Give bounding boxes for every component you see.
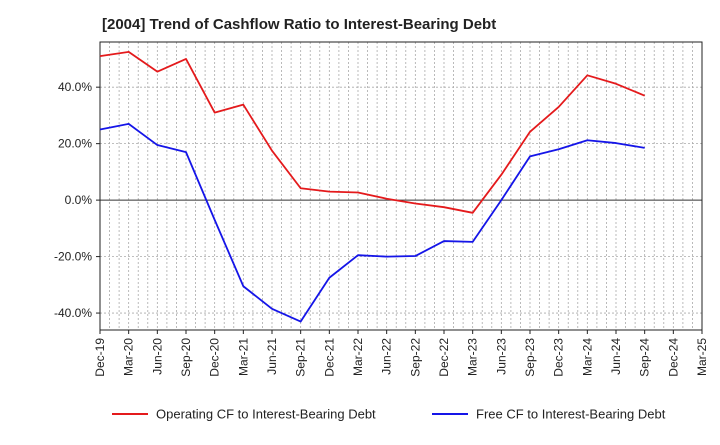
legend-label: Operating CF to Interest-Bearing Debt (156, 407, 376, 422)
x-tick-label: Sep-20 (179, 338, 193, 377)
x-tick-label: Mar-24 (580, 338, 594, 376)
series-line-free-cf (99, 122, 645, 323)
y-tick-label: -40.0% (54, 306, 92, 320)
x-tick-label: Mar-21 (236, 338, 250, 376)
plot-frame (99, 41, 703, 331)
x-tick-label: Dec-20 (208, 338, 222, 377)
series-layer (99, 50, 646, 323)
x-tick-label: Dec-22 (437, 338, 451, 377)
x-tick-label: Jun-21 (265, 338, 279, 375)
x-tick-label: Jun-23 (494, 338, 508, 375)
legend: Operating CF to Interest-Bearing Debt Fre… (112, 407, 666, 422)
axis-layer: Dec-19 Mar-20 Jun-20 Sep-20 Dec-20 Mar-21 Jun-… (54, 41, 709, 377)
y-tick-label: 0.0% (65, 193, 93, 207)
x-tick-label: Sep-24 (638, 338, 652, 377)
x-tick-label: Sep-23 (523, 338, 537, 377)
x-tick-label: Dec-21 (322, 338, 336, 377)
grid-layer (100, 42, 702, 330)
x-tick-label: Mar-25 (695, 338, 709, 376)
x-tick-label: Mar-23 (466, 338, 480, 376)
y-tick-label: 20.0% (58, 137, 92, 151)
x-tick-label: Mar-20 (122, 338, 136, 376)
x-tick-label: Jun-20 (150, 338, 164, 375)
legend-label: Free CF to Interest-Bearing Debt (476, 407, 666, 422)
x-tick-label: Jun-22 (380, 338, 394, 375)
x-tick-label: Mar-22 (351, 338, 365, 376)
x-tick-label: Sep-21 (294, 338, 308, 377)
chart-title: [2004] Trend of Cashflow Ratio to Intere… (102, 16, 497, 33)
x-tick-label: Dec-24 (666, 338, 680, 377)
y-tick-label: -20.0% (54, 250, 92, 264)
x-tick-label: Dec-23 (552, 338, 566, 377)
x-tick-label: Dec-19 (93, 338, 107, 377)
series-line-operating-cf (99, 50, 646, 214)
y-tick-label: 40.0% (58, 80, 92, 94)
x-tick-label: Sep-22 (408, 338, 422, 377)
x-tick-label: Jun-24 (609, 338, 623, 375)
